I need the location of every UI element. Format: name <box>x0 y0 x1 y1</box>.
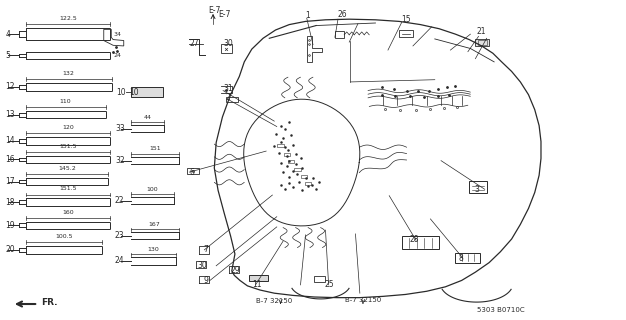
Text: 11: 11 <box>252 280 261 289</box>
Text: 160: 160 <box>62 210 74 215</box>
Bar <box>187 168 199 174</box>
Text: 15: 15 <box>402 15 411 24</box>
Text: 110: 110 <box>60 99 71 104</box>
Text: 19: 19 <box>6 221 15 230</box>
Text: 151.5: 151.5 <box>59 186 76 191</box>
Text: 151: 151 <box>149 146 160 151</box>
Text: 17: 17 <box>6 177 15 186</box>
Text: 29: 29 <box>230 266 240 276</box>
Text: 122.5: 122.5 <box>59 16 77 21</box>
Text: 100: 100 <box>146 187 158 192</box>
Text: 1: 1 <box>305 12 310 20</box>
Text: 22: 22 <box>115 196 125 205</box>
Text: 130: 130 <box>147 247 159 252</box>
Text: 28: 28 <box>410 235 419 244</box>
Text: 5: 5 <box>6 51 11 60</box>
Text: 30: 30 <box>223 39 233 48</box>
Text: 3: 3 <box>474 185 479 194</box>
Text: B-7 32150: B-7 32150 <box>345 297 381 302</box>
Bar <box>225 97 238 102</box>
Text: 34: 34 <box>113 32 121 37</box>
Bar <box>220 44 232 53</box>
Text: 20: 20 <box>6 245 15 254</box>
Bar <box>402 236 439 249</box>
Text: 6: 6 <box>189 168 194 177</box>
Bar <box>131 87 163 97</box>
Text: 32: 32 <box>115 156 125 165</box>
Bar <box>288 160 294 163</box>
Text: 18: 18 <box>6 197 15 206</box>
Text: 24: 24 <box>115 257 125 266</box>
Bar <box>294 168 300 171</box>
Text: 167: 167 <box>149 221 160 227</box>
Bar <box>305 182 311 186</box>
Bar <box>284 153 290 156</box>
Text: 14: 14 <box>6 136 15 145</box>
Text: 21: 21 <box>476 28 486 36</box>
Bar <box>335 31 344 38</box>
Text: 31: 31 <box>223 84 233 93</box>
Text: 8: 8 <box>458 254 463 263</box>
Bar <box>314 276 326 282</box>
Text: 4: 4 <box>6 30 11 39</box>
Text: 24: 24 <box>113 53 121 58</box>
Bar <box>399 30 413 37</box>
Text: 10: 10 <box>129 88 138 97</box>
Text: 12: 12 <box>6 82 15 91</box>
Text: 9: 9 <box>203 276 208 285</box>
Text: 30: 30 <box>197 261 207 270</box>
Text: 25: 25 <box>324 280 334 289</box>
Bar <box>249 275 268 281</box>
Bar <box>478 40 486 45</box>
Text: 44: 44 <box>143 115 151 120</box>
Text: FR.: FR. <box>41 298 58 307</box>
Bar <box>455 253 480 263</box>
Text: 145.2: 145.2 <box>58 166 76 171</box>
Text: 10: 10 <box>116 88 126 97</box>
Text: 132: 132 <box>63 71 74 76</box>
Bar <box>475 39 489 46</box>
Text: 23: 23 <box>115 231 125 240</box>
Text: 26: 26 <box>338 10 347 19</box>
Text: 2: 2 <box>225 93 230 102</box>
Text: E-7: E-7 <box>218 10 230 19</box>
Text: B-7 32150: B-7 32150 <box>256 298 292 304</box>
Text: 33: 33 <box>115 124 125 133</box>
Text: 13: 13 <box>6 110 15 119</box>
Bar <box>277 144 284 147</box>
Text: 27: 27 <box>189 39 199 48</box>
Text: 5303 B0710C: 5303 B0710C <box>476 307 524 313</box>
Bar <box>469 181 486 194</box>
Text: 120: 120 <box>62 125 74 130</box>
Bar <box>300 175 307 178</box>
Text: E-7: E-7 <box>208 6 220 15</box>
Text: 16: 16 <box>6 155 15 164</box>
Text: 100.5: 100.5 <box>55 234 73 239</box>
Text: 151.5: 151.5 <box>59 144 76 149</box>
Text: 7: 7 <box>203 245 208 254</box>
